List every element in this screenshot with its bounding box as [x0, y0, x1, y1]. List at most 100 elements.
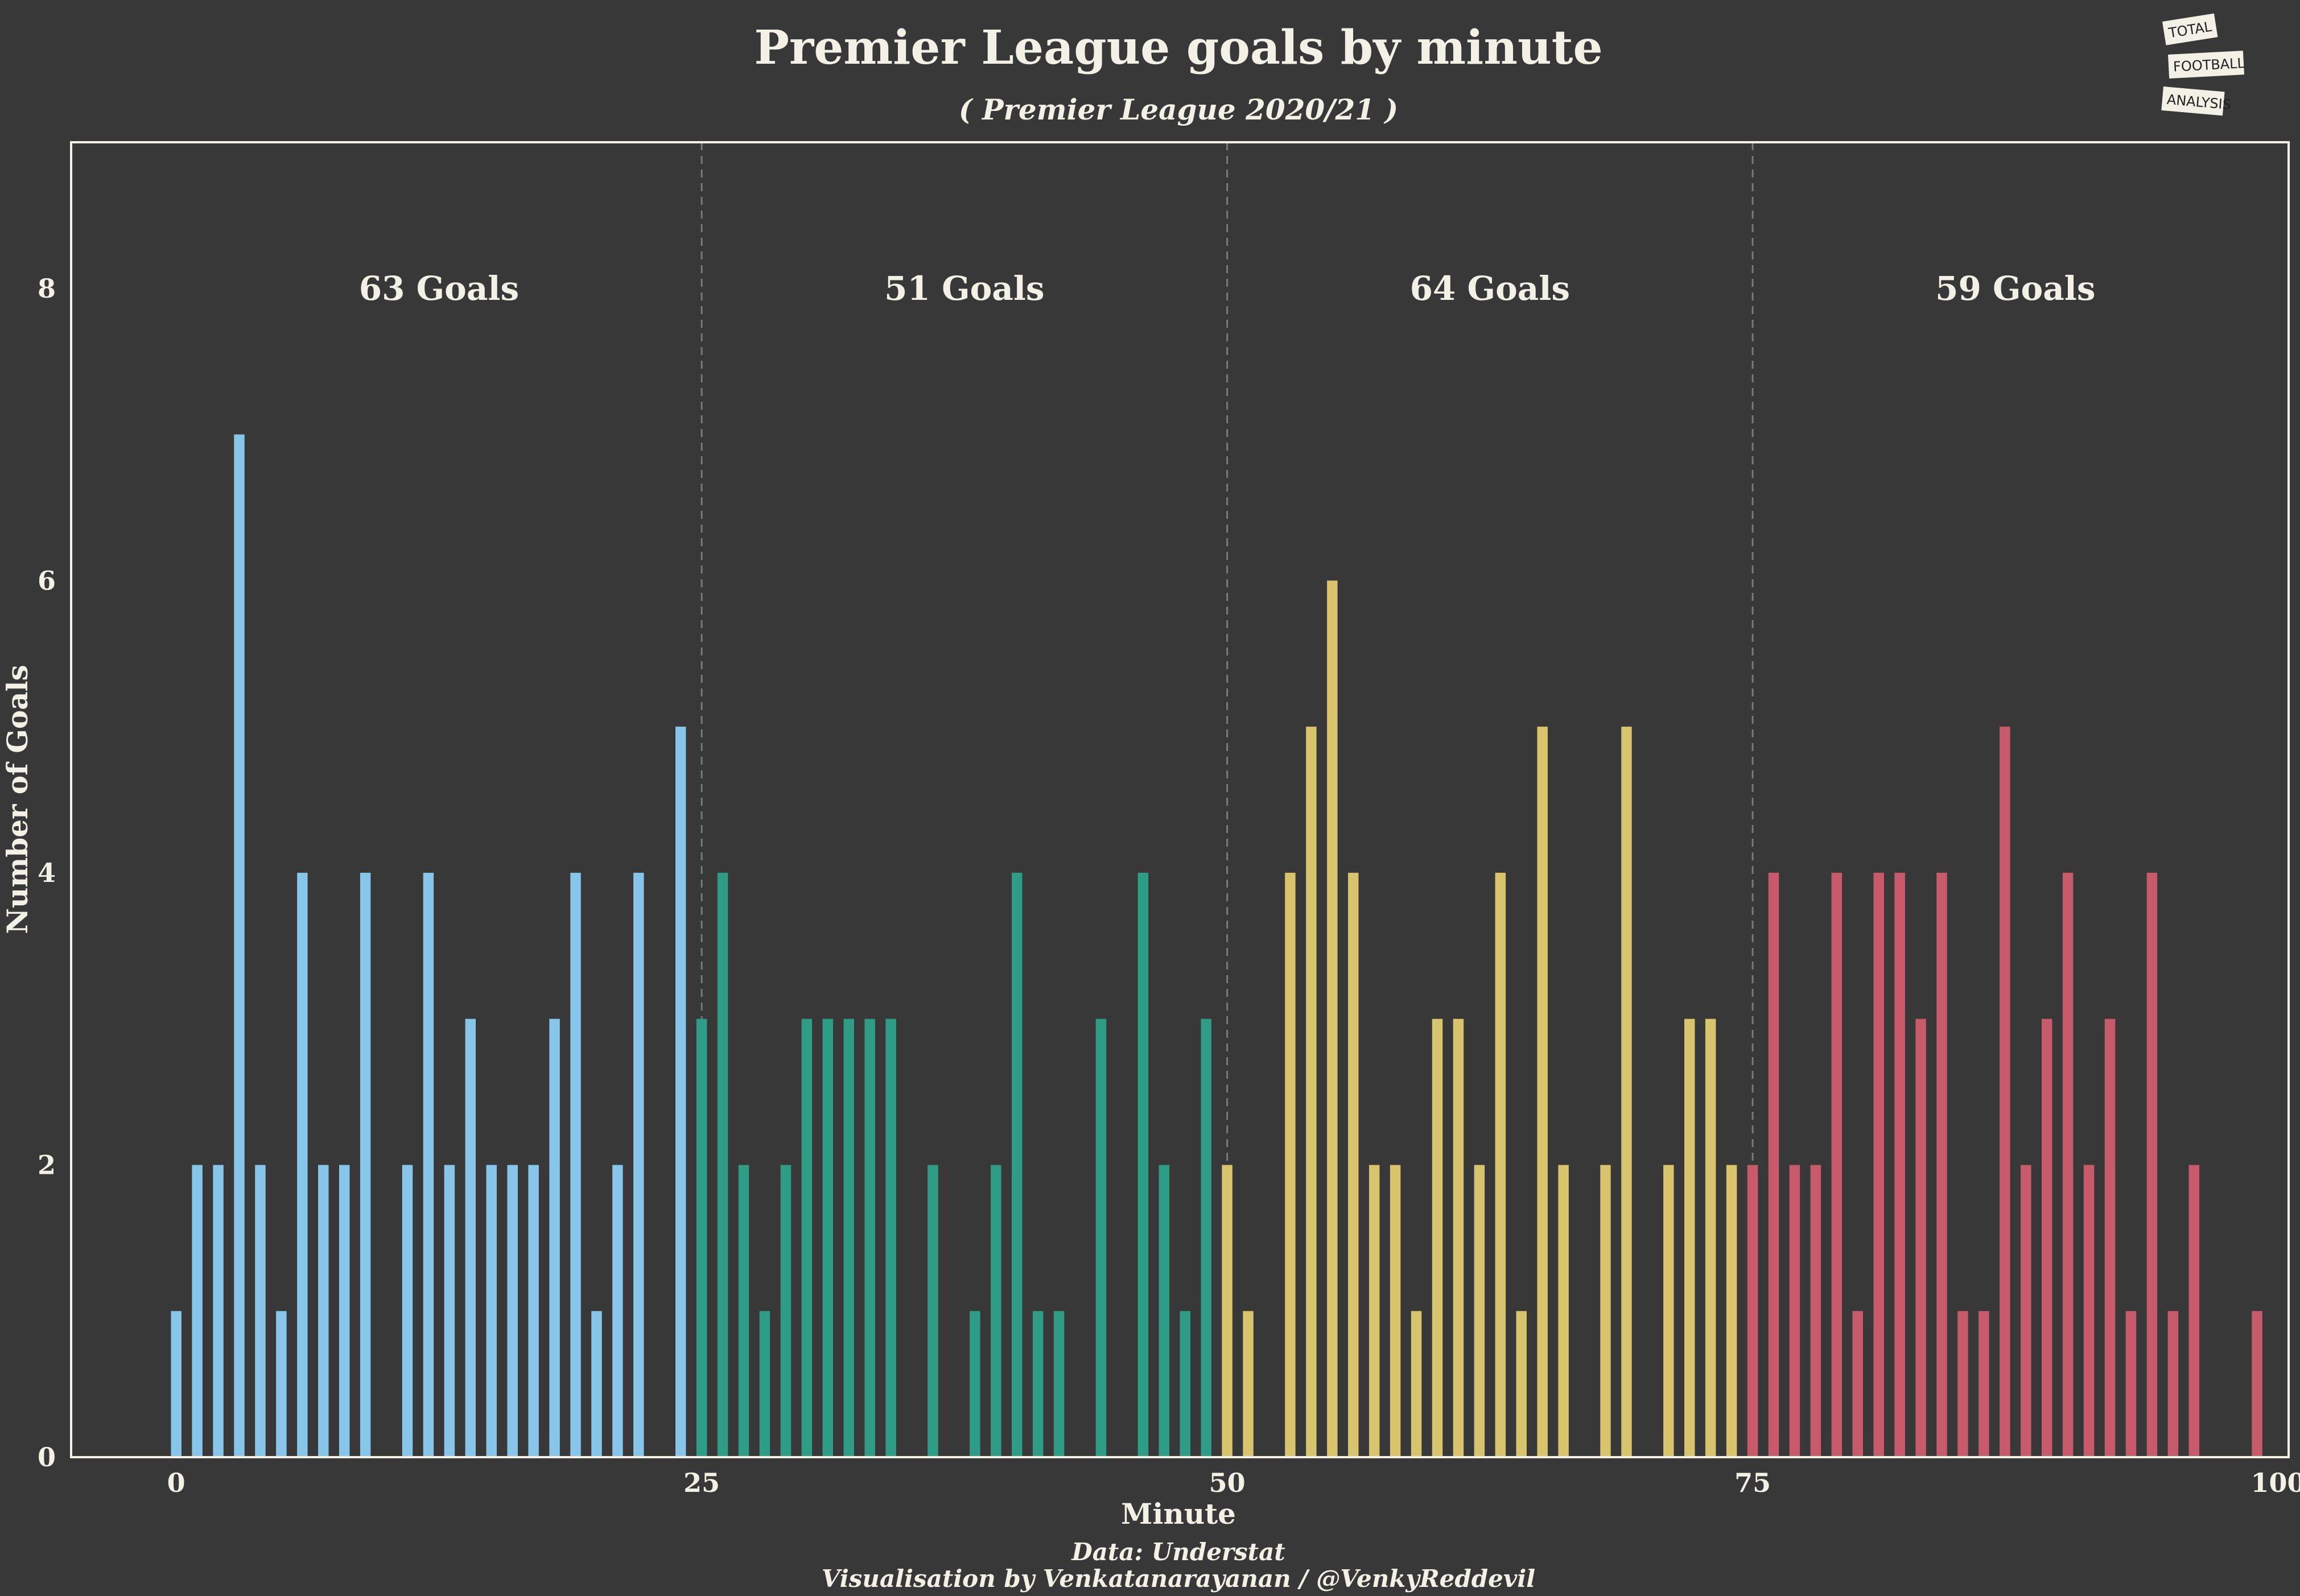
bar-minute-6	[297, 872, 308, 1457]
bar-minute-78	[1810, 1165, 1821, 1457]
bar-minute-2	[213, 1165, 224, 1457]
y-tick-label: 4	[38, 857, 56, 888]
bar-minute-21	[612, 1165, 623, 1457]
segment-goal-total: 51 Goals	[884, 269, 1044, 308]
y-tick-label: 0	[38, 1442, 56, 1473]
bar-minute-16	[507, 1165, 518, 1457]
bar-minute-84	[1936, 872, 1947, 1457]
bar-minute-54	[1306, 727, 1317, 1457]
bar-minute-38	[970, 1311, 980, 1457]
bar-minute-46	[1137, 872, 1149, 1457]
segment-goal-total: 64 Goals	[1410, 269, 1570, 308]
bar-minute-79	[1831, 872, 1843, 1457]
bar-minute-22	[633, 872, 644, 1457]
segment-goal-total: 63 Goals	[359, 269, 519, 308]
bar-minute-44	[1095, 1018, 1107, 1457]
bar-minute-94	[2146, 872, 2158, 1457]
bar-minute-29	[780, 1165, 792, 1457]
bar-minute-33	[864, 1018, 875, 1457]
bar-minute-53	[1285, 872, 1296, 1457]
bar-minute-14	[465, 1018, 476, 1457]
y-tick-label: 2	[38, 1149, 56, 1180]
bar-minute-27	[738, 1165, 749, 1457]
x-tick-label: 100	[2251, 1467, 2300, 1498]
bar-minute-77	[1789, 1165, 1800, 1457]
author-credit: Visualisation by Venkatanarayanan / @Ven…	[822, 1565, 1535, 1593]
bar-minute-13	[444, 1165, 455, 1457]
bars	[171, 434, 2262, 1458]
bar-minute-36	[928, 1165, 938, 1457]
bar-minute-49	[1201, 1018, 1211, 1457]
bar-minute-0	[171, 1311, 182, 1457]
plot-frame	[70, 141, 2290, 1458]
bar-minute-65	[1537, 727, 1548, 1457]
bar-minute-48	[1180, 1311, 1190, 1457]
bar-minute-72	[1684, 1018, 1695, 1457]
bar-minute-62	[1474, 1165, 1485, 1457]
bar-minute-20	[591, 1311, 602, 1457]
bar-minute-19	[570, 872, 581, 1457]
bar-minute-4	[255, 1165, 266, 1457]
chart-subtitle: ( Premier League 2020/21 )	[959, 93, 1398, 126]
bar-minute-24	[675, 727, 686, 1457]
bar-minute-25	[696, 1018, 707, 1457]
bar-minute-95	[2167, 1311, 2179, 1457]
bar-minute-17	[528, 1165, 539, 1457]
bar-minute-87	[2000, 727, 2010, 1457]
bar-minute-30	[801, 1018, 813, 1457]
bar-minute-93	[2125, 1311, 2137, 1457]
x-tick-label: 25	[683, 1467, 720, 1498]
x-tick-label: 50	[1209, 1467, 1246, 1498]
bar-minute-74	[1726, 1165, 1737, 1457]
x-axis-ticks: 0 25 50 75 100	[167, 1467, 2300, 1498]
bar-minute-80	[1852, 1311, 1863, 1457]
bar-minute-82	[1894, 872, 1905, 1457]
segment-annotations: 63 Goals 51 Goals 64 Goals 59 Goals	[359, 269, 2096, 308]
x-axis-label: Minute	[1121, 1497, 1236, 1531]
bar-minute-57	[1369, 1165, 1380, 1457]
bar-minute-85	[1957, 1311, 1968, 1457]
bar-minute-58	[1390, 1165, 1401, 1457]
bar-minute-12	[423, 872, 434, 1457]
bar-minute-59	[1411, 1311, 1422, 1457]
bar-minute-61	[1453, 1018, 1464, 1457]
bar-minute-71	[1663, 1165, 1674, 1457]
y-tick-label: 8	[38, 273, 56, 304]
bar-minute-55	[1327, 580, 1338, 1458]
bar-minute-5	[276, 1311, 287, 1457]
bar-minute-18	[549, 1018, 560, 1457]
bar-minute-34	[885, 1018, 896, 1457]
logo-line-2: FOOTBALL	[2173, 55, 2245, 75]
bar-minute-96	[2188, 1165, 2200, 1457]
bar-minute-81	[1873, 872, 1884, 1457]
chart-title: Premier League goals by minute	[754, 20, 1602, 75]
bar-minute-73	[1705, 1018, 1716, 1457]
y-axis-label: Number of Goals	[1, 665, 34, 934]
bar-minute-15	[486, 1165, 497, 1457]
bar-minute-31	[822, 1018, 834, 1457]
bar-minute-1	[192, 1165, 203, 1457]
bar-minute-89	[2041, 1018, 2052, 1457]
bar-minute-7	[318, 1165, 329, 1457]
y-tick-label: 6	[38, 565, 56, 596]
bar-minute-75	[1747, 1165, 1758, 1457]
bar-minute-92	[2104, 1018, 2116, 1457]
bar-minute-60	[1432, 1018, 1443, 1457]
x-tick-label: 75	[1734, 1467, 1771, 1498]
bar-minute-68	[1600, 1165, 1611, 1457]
bar-minute-26	[717, 872, 728, 1457]
bar-minute-76	[1768, 872, 1779, 1457]
bar-minute-69	[1621, 727, 1632, 1457]
bar-minute-9	[360, 872, 371, 1457]
bar-minute-86	[1979, 1311, 1989, 1457]
bar-minute-83	[1915, 1018, 1926, 1457]
bar-minute-3	[234, 434, 245, 1457]
bar-minute-32	[843, 1018, 854, 1457]
bar-minute-90	[2062, 872, 2074, 1457]
bar-minute-40	[1011, 872, 1023, 1457]
bar-minute-39	[991, 1165, 1001, 1457]
y-axis-ticks: 0 2 4 6 8	[38, 273, 56, 1473]
bar-minute-41	[1032, 1311, 1044, 1457]
segment-goal-total: 59 Goals	[1935, 269, 2095, 308]
